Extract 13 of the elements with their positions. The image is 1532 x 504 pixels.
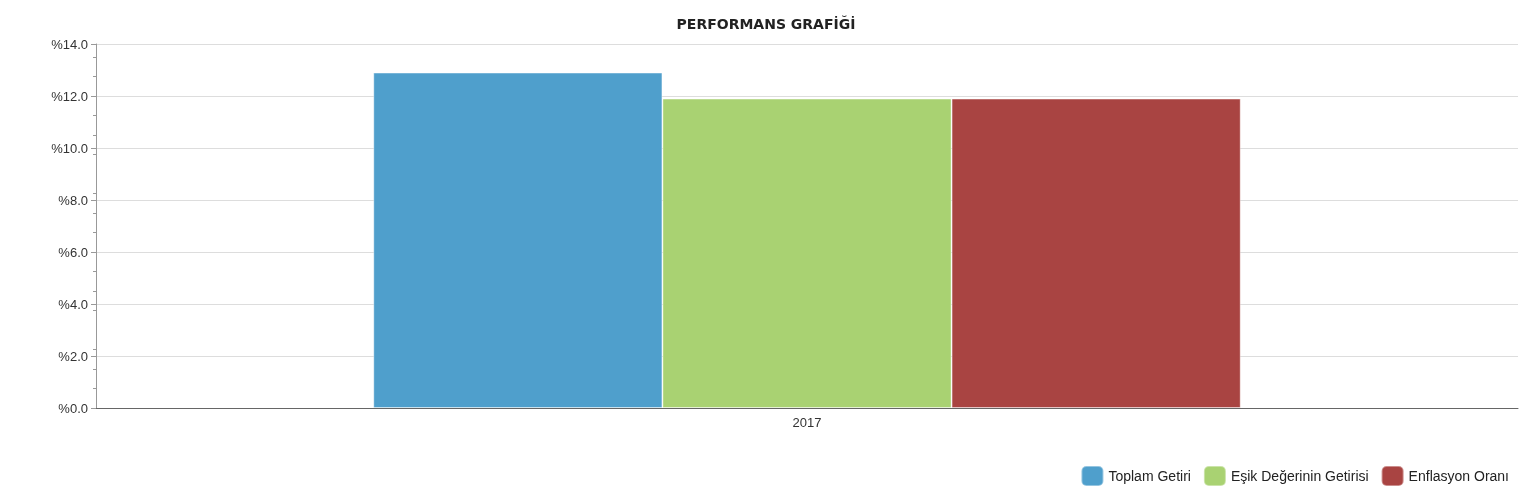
y-tick-label: %12.0 (51, 88, 88, 104)
legend-label: Eşik Değerinin Getirisi (1230, 468, 1369, 484)
y-tick-label: %4.0 (58, 296, 88, 312)
y-tick-label: %8.0 (58, 192, 88, 208)
x-tick-label: 2017 (792, 415, 822, 430)
y-tick-label: %2.0 (58, 348, 88, 364)
legend-label: Enflasyon Oranı (1408, 468, 1509, 484)
legend-label: Toplam Getiri (1108, 468, 1191, 484)
chart-title: PERFORMANS GRAFİĞİ (676, 15, 856, 32)
y-tick-label: %10.0 (51, 140, 88, 156)
y-tick-label: %0.0 (58, 400, 88, 416)
y-tick-label: %6.0 (58, 244, 88, 260)
y-tick-label: %14.0 (51, 36, 88, 52)
